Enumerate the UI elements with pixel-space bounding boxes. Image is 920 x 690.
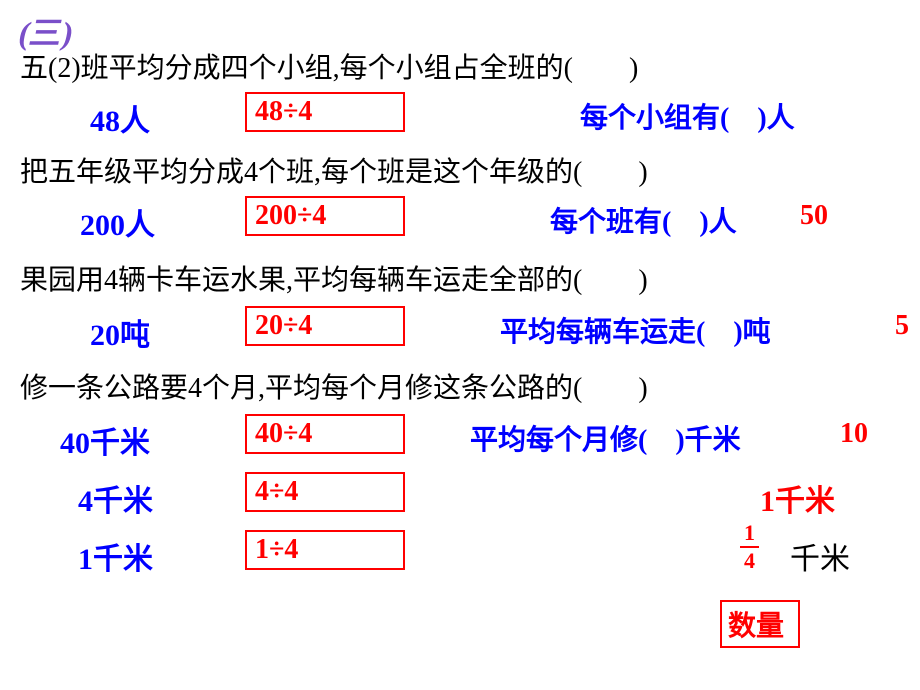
q3-ask: 平均每辆车运走( )吨: [500, 310, 771, 350]
q1-ask: 每个小组有( )人: [580, 96, 795, 136]
q4-r1-expr-box: 40÷4: [245, 414, 405, 454]
q2-prompt: 把五年级平均分成4个班,每个班是这个年级的( ): [20, 150, 920, 190]
q3-given: 20吨: [90, 310, 150, 354]
q4-r2-expr: 4÷4: [245, 472, 405, 512]
footer-box: 数量: [720, 600, 800, 648]
q2-expr: 200÷4: [245, 196, 405, 236]
q4-r1-expr: 40÷4: [245, 414, 405, 454]
q4-r1-ans: 10: [840, 418, 868, 450]
footer-label: 数量: [720, 600, 800, 648]
q4-r2-given: 4千米: [78, 476, 153, 520]
q3-ans: 5: [895, 310, 909, 342]
q1-expr: 48÷4: [245, 92, 405, 132]
q1-prompt: 五(2)班平均分成四个小组,每个小组占全班的( ): [20, 46, 920, 86]
q4-r3-expr: 1÷4: [245, 530, 405, 570]
q3-expr: 20÷4: [245, 306, 405, 346]
q1-expr-box: 48÷4: [245, 92, 405, 132]
fraction-den: 4: [740, 548, 759, 572]
fraction-num: 1: [740, 522, 759, 548]
fraction: 1 4: [740, 522, 759, 572]
q4-r3-given: 1千米: [78, 534, 153, 578]
q4-r2-expr-box: 4÷4: [245, 472, 405, 512]
q2-ans: 50: [800, 200, 828, 232]
q4-r1-ask: 平均每个月修( )千米: [470, 418, 741, 458]
q4-r3-unit: 千米: [790, 534, 850, 578]
q2-given: 200人: [80, 200, 155, 244]
q4-r3-frac: 1 4: [740, 522, 759, 572]
q2-ask: 每个班有( )人: [550, 200, 737, 240]
q4-prompt: 修一条公路要4个月,平均每个月修这条公路的( ): [20, 366, 920, 406]
q1-given: 48人: [90, 96, 150, 140]
q4-r2-ans: 1千米: [760, 476, 835, 520]
q4-r1-given: 40千米: [60, 418, 150, 462]
q3-prompt: 果园用4辆卡车运水果,平均每辆车运走全部的( ): [20, 258, 920, 298]
q3-expr-box: 20÷4: [245, 306, 405, 346]
q2-expr-box: 200÷4: [245, 196, 405, 236]
q4-r3-expr-box: 1÷4: [245, 530, 405, 570]
